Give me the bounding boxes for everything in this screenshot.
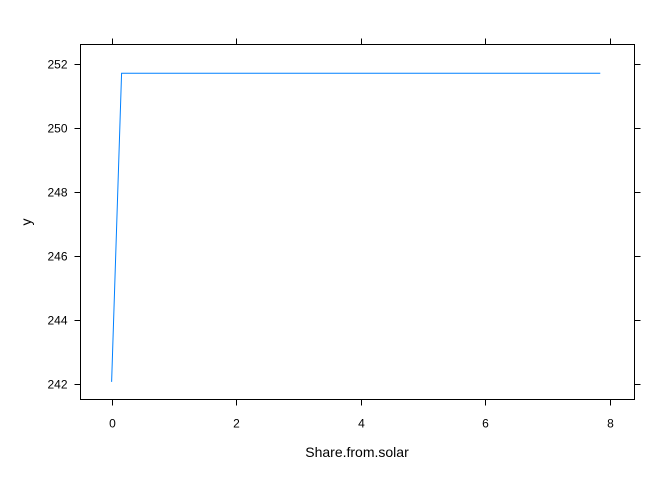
x-tick-label: 8 [607,417,614,431]
series-layer [111,72,601,382]
plot-frame [80,44,635,400]
y-tick-label: 250 [47,122,67,136]
y-tick-label: 248 [47,186,67,200]
x-tick-label: 6 [482,417,489,431]
series-line-1 [111,72,601,382]
y-tick-label: 252 [47,58,67,72]
y-tick-label: 246 [47,250,67,264]
x-axis-title: Share.from.solar [305,444,409,460]
y-tick-label: 244 [47,314,67,328]
x-axis-ticks: 0 2 4 6 8 [109,38,614,431]
y-axis-title: y [18,219,34,226]
y-axis-ticks: 242 244 246 248 250 252 [47,58,641,392]
x-tick-label: 0 [109,417,116,431]
x-tick-label: 4 [358,417,365,431]
x-tick-label: 2 [233,417,240,431]
y-tick-label: 242 [47,378,67,392]
